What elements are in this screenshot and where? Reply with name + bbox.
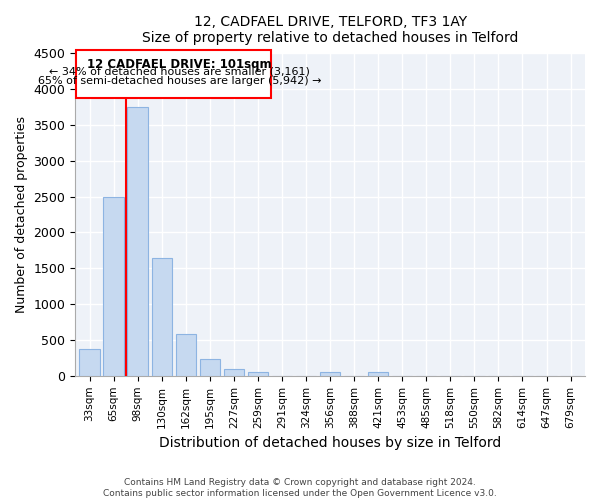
Text: 12 CADFAEL DRIVE: 101sqm: 12 CADFAEL DRIVE: 101sqm — [88, 58, 272, 71]
Y-axis label: Number of detached properties: Number of detached properties — [15, 116, 28, 313]
Bar — [368, 372, 388, 376]
Bar — [152, 258, 172, 376]
Bar — [200, 358, 220, 376]
Bar — [79, 348, 100, 376]
Bar — [176, 334, 196, 376]
Bar — [224, 368, 244, 376]
Bar — [248, 372, 268, 376]
Text: Contains HM Land Registry data © Crown copyright and database right 2024.
Contai: Contains HM Land Registry data © Crown c… — [103, 478, 497, 498]
Bar — [320, 372, 340, 376]
X-axis label: Distribution of detached houses by size in Telford: Distribution of detached houses by size … — [159, 436, 501, 450]
Text: 65% of semi-detached houses are larger (5,942) →: 65% of semi-detached houses are larger (… — [38, 76, 322, 86]
Title: 12, CADFAEL DRIVE, TELFORD, TF3 1AY
Size of property relative to detached houses: 12, CADFAEL DRIVE, TELFORD, TF3 1AY Size… — [142, 15, 518, 45]
Bar — [127, 107, 148, 376]
Bar — [103, 196, 124, 376]
Text: ← 34% of detached houses are smaller (3,161): ← 34% of detached houses are smaller (3,… — [49, 67, 310, 77]
FancyBboxPatch shape — [76, 50, 271, 98]
